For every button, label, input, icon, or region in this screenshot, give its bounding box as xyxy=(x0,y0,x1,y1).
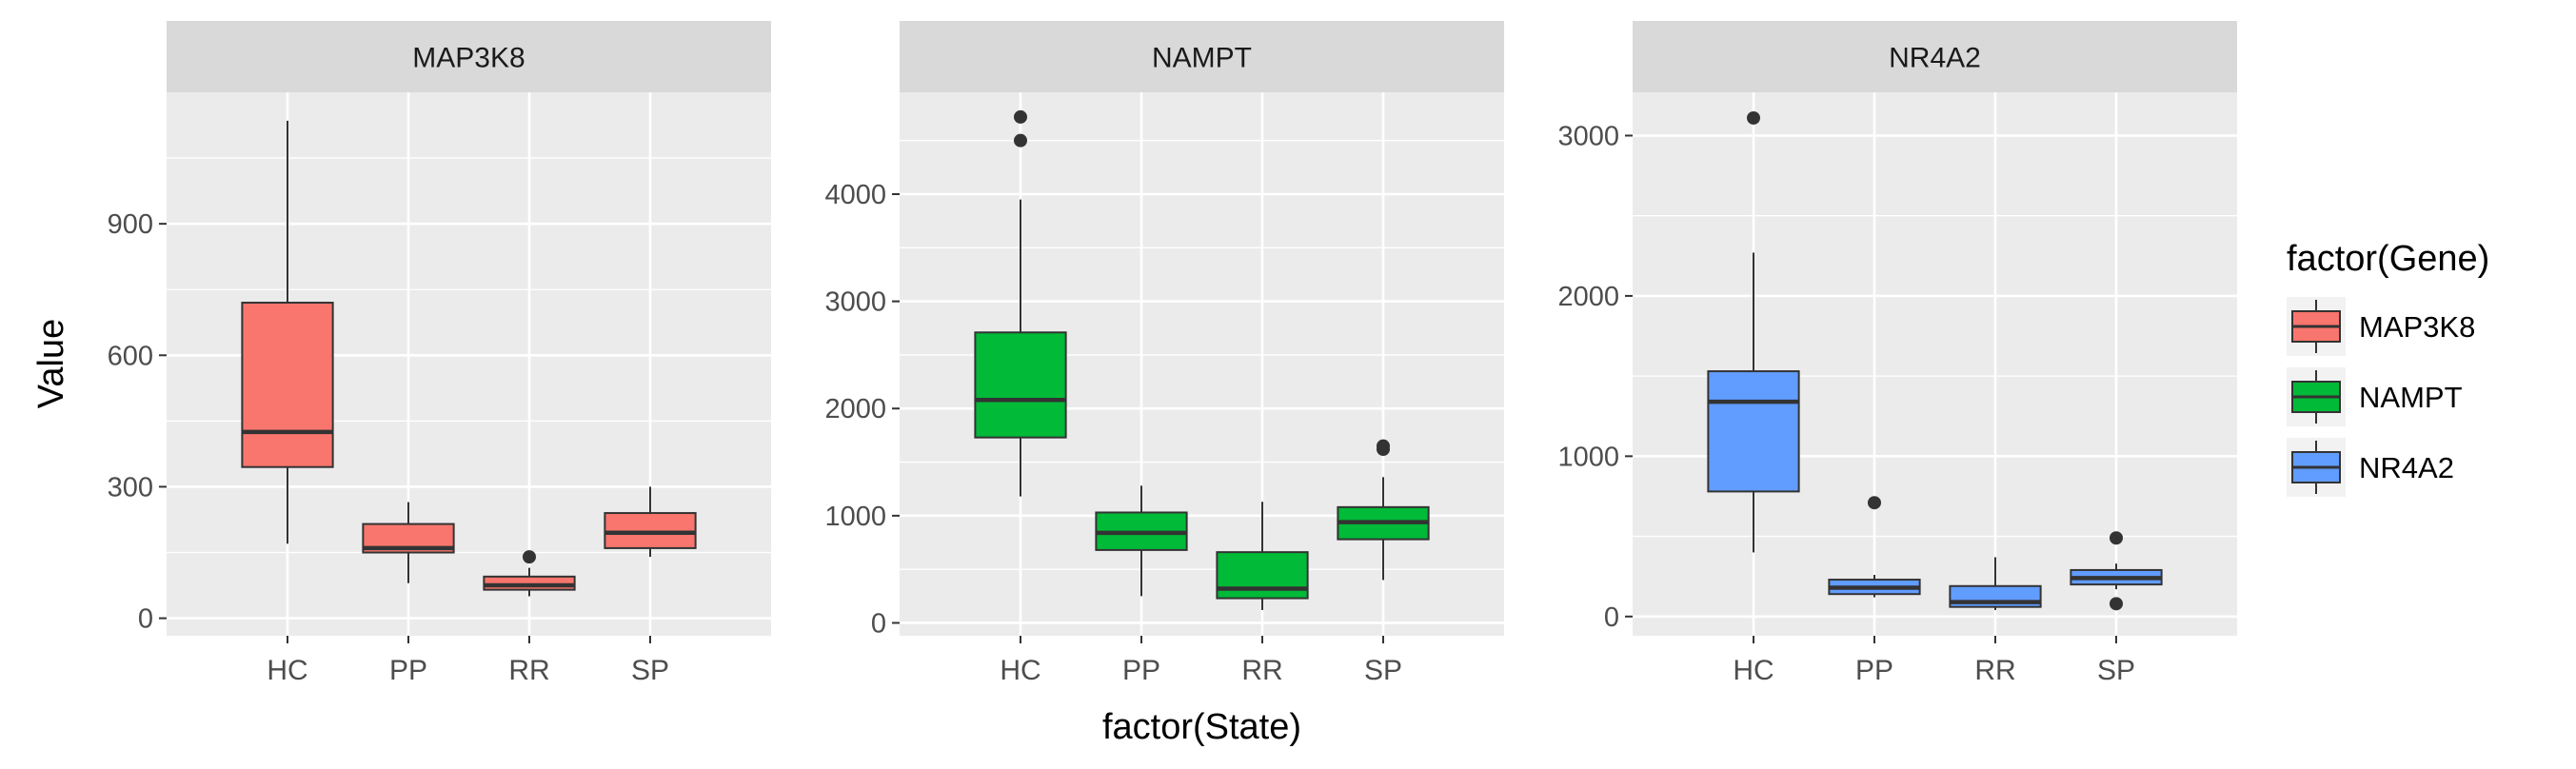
outlier-point-nampt-hc xyxy=(1014,109,1027,124)
y-tick-label: 900 xyxy=(108,209,153,240)
panel-background-nr4a2 xyxy=(1633,92,2237,636)
x-tick-label: HC xyxy=(1000,655,1040,686)
x-tick-label: RR xyxy=(508,655,549,686)
outlier-point-nr4a2-sp xyxy=(2110,531,2123,545)
x-tick-label: HC xyxy=(267,655,307,686)
y-tick-label: 0 xyxy=(138,604,153,635)
y-tick-label: 3000 xyxy=(1557,121,1619,151)
y-tick-label: 300 xyxy=(108,472,153,503)
y-tick-label: 1000 xyxy=(1557,442,1619,472)
x-tick-label: RR xyxy=(1974,655,2015,686)
x-tick-label: RR xyxy=(1241,655,1282,686)
box-map3k8-hc xyxy=(241,302,334,468)
y-tick-label: 4000 xyxy=(824,180,886,210)
outlier-point-nr4a2-sp xyxy=(2110,597,2123,611)
y-tick-label: 0 xyxy=(871,608,886,639)
y-tick-label: 600 xyxy=(108,341,153,371)
facet-strip-nr4a2 xyxy=(1633,21,2237,92)
outlier-point-map3k8-rr xyxy=(523,550,536,564)
facet-strip-label-nr4a2: NR4A2 xyxy=(1889,43,1981,74)
y-tick-label: 0 xyxy=(1604,602,1619,633)
legend-title: factor(Gene) xyxy=(2287,239,2489,279)
x-tick-label: PP xyxy=(1122,655,1160,686)
box-map3k8-sp xyxy=(604,512,697,549)
box-nampt-hc xyxy=(974,331,1067,439)
legend-label-nr4a2: NR4A2 xyxy=(2359,451,2454,484)
x-tick-label: PP xyxy=(1855,655,1893,686)
facet-strip-label-map3k8: MAP3K8 xyxy=(412,43,525,74)
box-nr4a2-hc xyxy=(1707,370,1800,493)
outlier-point-nampt-hc xyxy=(1014,133,1027,148)
y-tick-label: 2000 xyxy=(824,394,886,424)
x-tick-label: SP xyxy=(631,655,669,686)
y-tick-label: 2000 xyxy=(1557,282,1619,312)
x-axis-title: factor(State) xyxy=(1102,707,1301,747)
x-tick-label: SP xyxy=(2097,655,2135,686)
box-map3k8-rr xyxy=(483,575,576,591)
y-tick-label: 3000 xyxy=(824,287,886,318)
facet-strip-map3k8 xyxy=(167,21,771,92)
facet-strip-nampt xyxy=(900,21,1504,92)
y-axis-title: Value xyxy=(31,319,71,408)
x-tick-label: PP xyxy=(389,655,427,686)
box-nampt-rr xyxy=(1216,551,1309,600)
y-tick-label: 1000 xyxy=(824,502,886,532)
outlier-point-nr4a2-pp xyxy=(1868,496,1881,510)
outlier-point-nampt-sp xyxy=(1377,439,1390,453)
x-tick-label: SP xyxy=(1364,655,1402,686)
facet-strip-label-nampt: NAMPT xyxy=(1152,43,1252,74)
outlier-point-nr4a2-hc xyxy=(1747,110,1760,125)
x-tick-label: HC xyxy=(1733,655,1773,686)
legend-label-map3k8: MAP3K8 xyxy=(2359,310,2475,344)
legend-label-nampt: NAMPT xyxy=(2359,381,2463,414)
